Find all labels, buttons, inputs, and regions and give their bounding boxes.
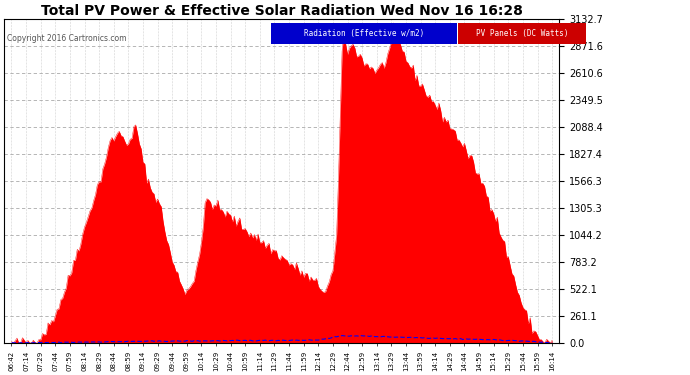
Text: Radiation (Effective w/m2): Radiation (Effective w/m2) — [304, 29, 424, 38]
Title: Total PV Power & Effective Solar Radiation Wed Nov 16 16:28: Total PV Power & Effective Solar Radiati… — [41, 4, 523, 18]
Text: PV Panels (DC Watts): PV Panels (DC Watts) — [476, 29, 569, 38]
Text: Copyright 2016 Cartronics.com: Copyright 2016 Cartronics.com — [7, 34, 126, 43]
